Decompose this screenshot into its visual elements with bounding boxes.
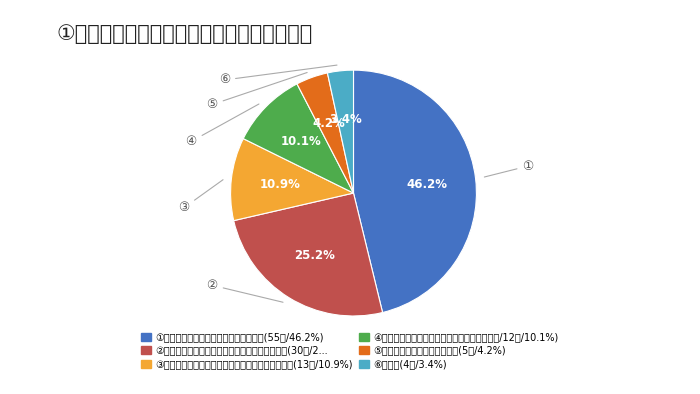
Wedge shape	[234, 193, 383, 316]
Text: 46.2%: 46.2%	[406, 178, 447, 191]
Text: ③: ③	[178, 180, 223, 214]
Text: 10.1%: 10.1%	[281, 135, 321, 148]
Text: 10.9%: 10.9%	[260, 178, 301, 191]
Text: ①脱毛に通い始めたきっかけを教えて下さい: ①脱毛に通い始めたきっかけを教えて下さい	[56, 24, 312, 44]
Wedge shape	[244, 84, 354, 193]
Text: ①: ①	[484, 160, 533, 177]
Text: ②: ②	[206, 279, 283, 302]
Text: 3.4%: 3.4%	[329, 113, 362, 126]
Wedge shape	[230, 139, 354, 221]
Text: 25.2%: 25.2%	[294, 249, 335, 262]
Text: ⑤: ⑤	[206, 72, 307, 111]
Wedge shape	[354, 70, 477, 312]
Wedge shape	[328, 70, 354, 193]
Text: 4.2%: 4.2%	[312, 117, 345, 130]
Text: ⑥: ⑥	[219, 65, 337, 86]
Text: ④: ④	[186, 104, 259, 148]
Legend: ①自己処理が面倒又はイヤになったから(55人/46.2%), ②剃り残り（黒い点）や埋もれ毛が気になるから(30人/2..., ③背中など手の届かない位置の処理: ①自己処理が面倒又はイヤになったから(55人/46.2%), ②剃り残り（黒い点…	[139, 330, 561, 371]
Wedge shape	[297, 73, 354, 193]
